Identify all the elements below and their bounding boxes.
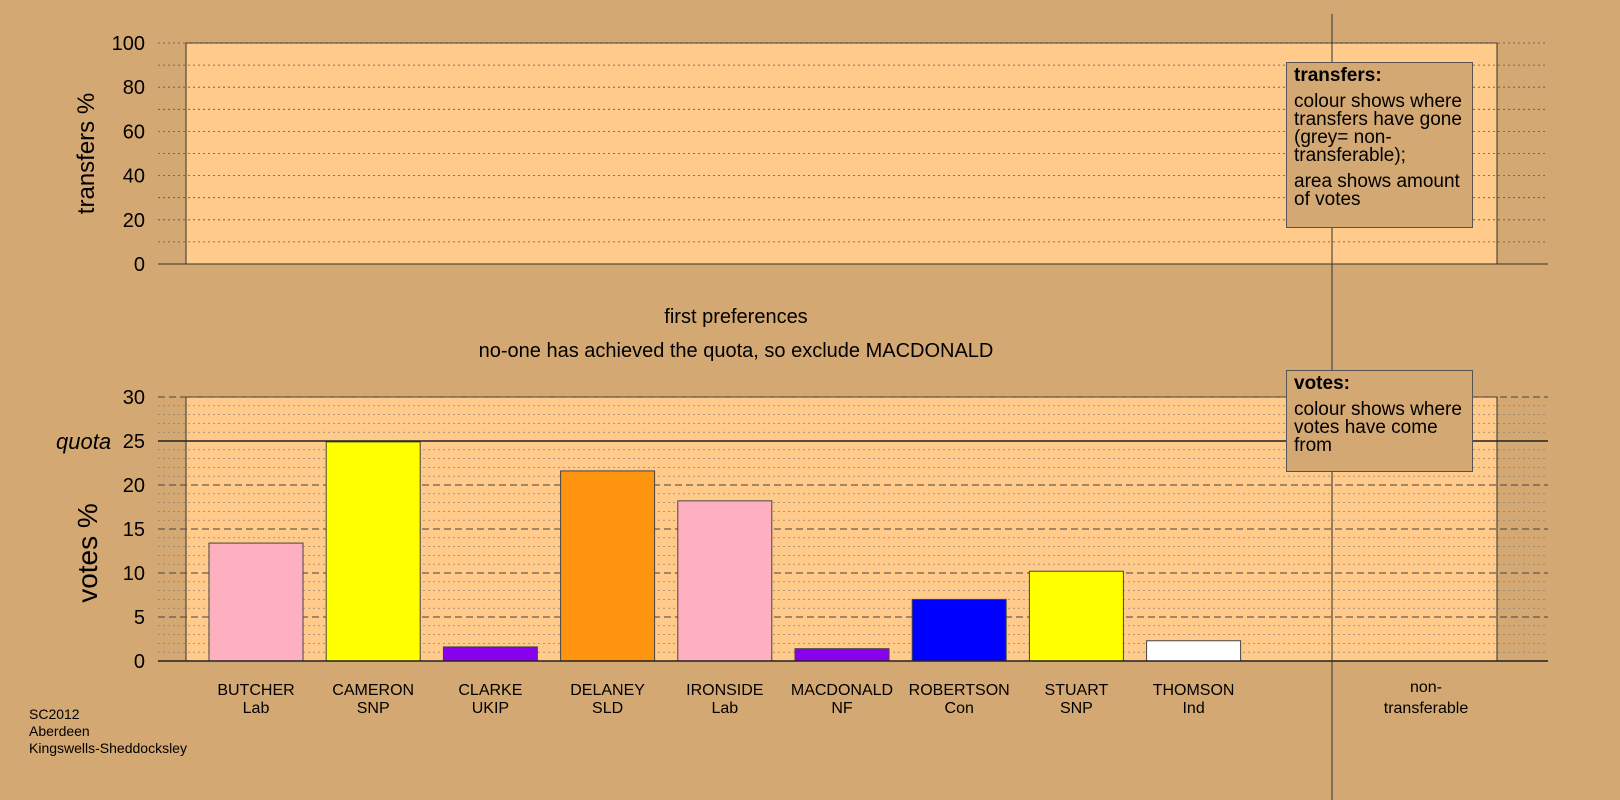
y-tick-label: 25: [123, 431, 145, 453]
chart-title: first preferences: [664, 306, 807, 328]
y-tick-label: 10: [123, 563, 145, 585]
council-name: Aberdeen: [29, 723, 90, 739]
x-tick-label: ROBERTSON: [909, 682, 1010, 699]
transfers-chart: 0 20 40 60 80 100 transfers %: [73, 33, 1548, 276]
transfers-legend-line: area shows amount of votes: [1294, 171, 1460, 210]
votes-chart: BUTCHERLabCAMERONSNPCLARKEUKIPDELANEYSLD…: [56, 387, 1548, 717]
votes-legend: votes: colour shows where votes have com…: [1286, 370, 1473, 472]
x-tick-party: Lab: [711, 700, 738, 717]
bar-cameron: [325, 441, 421, 662]
y-tick-label: 80: [123, 77, 145, 99]
x-tick-label-nontransferable: transferable: [1384, 700, 1469, 717]
transfers-legend-line: colour shows where transfers have gone (…: [1294, 91, 1462, 166]
y-tick-label: 30: [123, 387, 145, 409]
x-tick-label-nontransferable: non-: [1410, 679, 1442, 696]
bar-delaney: [560, 470, 656, 662]
x-tick-label: THOMSON: [1153, 682, 1235, 699]
bar-robertson: [911, 598, 1007, 662]
y-tick-label: 0: [134, 254, 145, 276]
election-code: SC2012: [29, 706, 80, 722]
y-tick-label: 20: [123, 475, 145, 497]
y-tick-label: 20: [123, 210, 145, 232]
bar-thomson: [1146, 640, 1242, 662]
transfers-legend-title: transfers:: [1294, 65, 1382, 86]
x-tick-label: MACDONALD: [791, 682, 893, 699]
x-tick-party: SNP: [1060, 700, 1093, 717]
x-tick-label: DELANEY: [570, 682, 645, 699]
bar-ironside: [677, 500, 773, 662]
x-tick-party: SLD: [592, 700, 623, 717]
constituency-info: SC2012 Aberdeen Kingswells-Sheddocksley: [29, 706, 187, 757]
x-tick-label: CLARKE: [458, 682, 522, 699]
transfers-legend: transfers: colour shows where transfers …: [1286, 62, 1473, 228]
x-tick-label: CAMERON: [332, 682, 414, 699]
votes-legend-title: votes:: [1294, 373, 1350, 394]
y-tick-label: 100: [112, 33, 145, 55]
y-tick-label: 0: [134, 651, 145, 673]
y-axis-label: votes %: [72, 503, 103, 603]
x-tick-party: UKIP: [472, 700, 509, 717]
bar-stuart: [1028, 570, 1124, 662]
chart-subtitle: no-one has achieved the quota, so exclud…: [479, 340, 994, 362]
x-tick-label: BUTCHER: [217, 682, 294, 699]
quota-label: quota: [56, 429, 111, 454]
x-tick-party: NF: [831, 700, 853, 717]
x-tick-party: Lab: [243, 700, 270, 717]
y-axis-label: transfers %: [73, 93, 100, 214]
bar-butcher: [208, 542, 304, 662]
y-tick-label: 40: [123, 166, 145, 188]
x-tick-party: SNP: [357, 700, 390, 717]
bar-clarke: [442, 646, 538, 662]
y-tick-label: 15: [123, 519, 145, 541]
votes-legend-line: colour shows where votes have come from: [1294, 399, 1462, 456]
x-tick-label: STUART: [1045, 682, 1109, 699]
y-tick-label: 5: [134, 607, 145, 629]
x-tick-party: Con: [945, 700, 974, 717]
y-tick-label: 60: [123, 121, 145, 143]
ward-name: Kingswells-Sheddocksley: [29, 740, 187, 756]
x-tick-label: IRONSIDE: [686, 682, 763, 699]
bar-macdonald: [794, 648, 890, 662]
x-tick-party: Ind: [1182, 700, 1204, 717]
